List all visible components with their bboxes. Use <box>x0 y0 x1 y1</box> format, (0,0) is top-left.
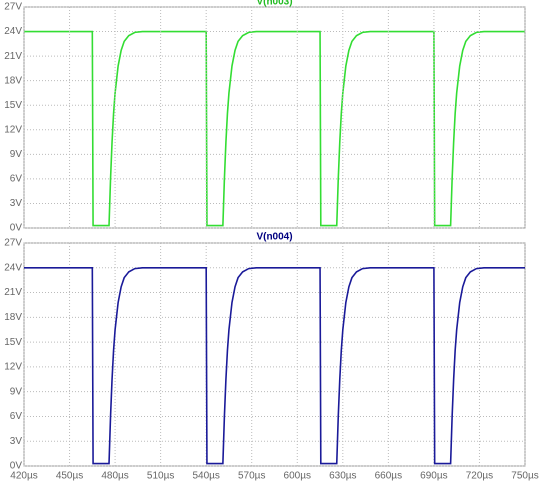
y-tick-label: 24V <box>4 262 22 273</box>
chart-title: V(n003) <box>256 0 292 8</box>
series-line <box>24 266 525 465</box>
y-tick-label: 27V <box>4 2 22 13</box>
x-tick-label: 450µs <box>56 471 83 482</box>
y-tick-label: 24V <box>4 26 22 37</box>
y-tick-label: 6V <box>10 174 23 185</box>
y-tick-label: 9V <box>10 149 23 160</box>
y-tick-label: 6V <box>10 411 23 422</box>
y-tick-label: 12V <box>4 362 22 373</box>
x-tick-label: 540µs <box>192 471 219 482</box>
x-tick-label: 720µs <box>466 471 493 482</box>
y-tick-label: 18V <box>4 312 22 323</box>
y-tick-label: 21V <box>4 51 22 62</box>
x-tick-label: 660µs <box>375 471 402 482</box>
y-tick-label: 15V <box>4 100 22 111</box>
x-tick-label: 630µs <box>329 471 356 482</box>
y-tick-label: 3V <box>10 198 23 209</box>
y-tick-label: 3V <box>10 436 23 447</box>
x-tick-label: 480µs <box>101 471 128 482</box>
x-tick-label: 420µs <box>10 471 37 482</box>
y-tick-label: 0V <box>10 223 23 234</box>
series-line <box>24 30 525 227</box>
y-tick-label: 27V <box>4 238 22 249</box>
x-tick-label: 750µs <box>511 471 538 482</box>
y-tick-label: 12V <box>4 124 22 135</box>
x-tick-label: 690µs <box>420 471 447 482</box>
chart-title: V(n004) <box>256 232 292 243</box>
y-tick-label: 15V <box>4 337 22 348</box>
y-tick-label: 21V <box>4 287 22 298</box>
plot-area <box>23 6 526 229</box>
x-tick-label: 570µs <box>238 471 265 482</box>
y-tick-label: 0V <box>10 461 23 472</box>
x-tick-label: 510µs <box>147 471 174 482</box>
y-tick-label: 9V <box>10 386 23 397</box>
plot-area <box>23 242 526 467</box>
x-tick-label: 600µs <box>284 471 311 482</box>
y-tick-label: 18V <box>4 75 22 86</box>
